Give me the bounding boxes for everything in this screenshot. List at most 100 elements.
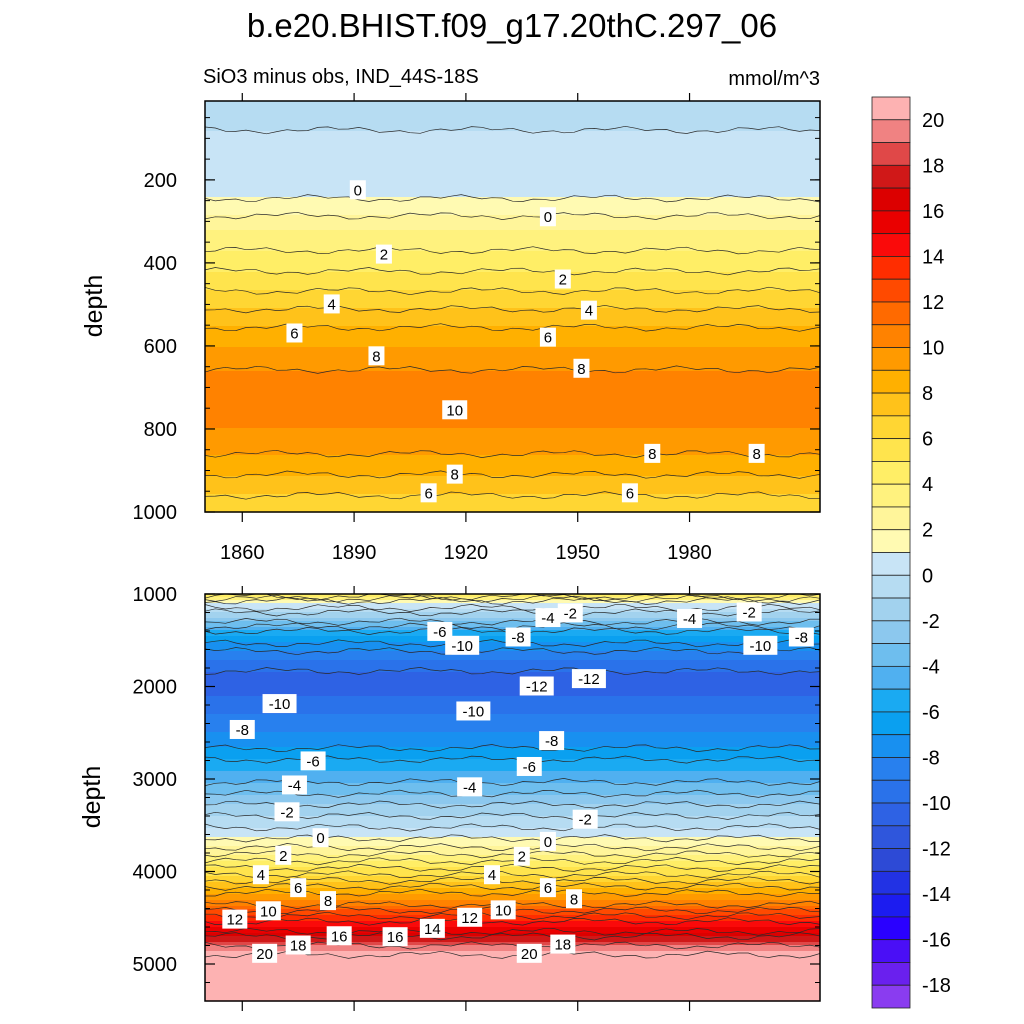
upper-band [205, 386, 820, 390]
lower-contour-label: -10 [445, 635, 480, 655]
upper-band [205, 410, 820, 414]
lower-contour-label: 2 [275, 845, 292, 865]
lower-band [205, 855, 820, 859]
upper-contour-label-text: 6 [424, 485, 432, 502]
upper-contour-label-text: 8 [577, 361, 585, 378]
upper-band [205, 113, 820, 117]
panel-subtitle: SiO3 minus obs, IND_44S-18S [203, 66, 479, 88]
upper-band [205, 479, 820, 483]
upper-y-tick-label: 1000 [133, 502, 178, 524]
lower-contour-label: 4 [252, 865, 269, 885]
upper-band [205, 440, 820, 444]
upper-contour-label-text: 2 [380, 247, 388, 264]
colorbar-box [871, 256, 911, 280]
upper-y-tick-label: 400 [144, 253, 177, 275]
lower-contour-label: -8 [539, 731, 565, 751]
upper-band [205, 236, 820, 240]
upper-band [205, 368, 820, 372]
lower-contour-label: 10 [255, 901, 281, 921]
upper-band [205, 356, 820, 360]
lower-band [205, 714, 820, 718]
colorbar-label: -12 [922, 839, 951, 861]
upper-band [205, 290, 820, 294]
lower-contour-label-text: 4 [257, 867, 265, 884]
lower-band [205, 948, 820, 952]
upper-contour-label-text: 8 [451, 467, 459, 484]
lower-contour-label-box [457, 777, 483, 797]
upper-contour-line [204, 304, 821, 314]
lower-band [205, 624, 820, 628]
upper-y-axis-label: depth [80, 275, 108, 338]
upper-band [205, 242, 820, 246]
lower-band [205, 780, 820, 784]
upper-band [205, 335, 820, 339]
lower-contour-line [204, 843, 821, 852]
colorbar-box [871, 916, 911, 941]
lower-band [205, 678, 820, 682]
lower-contour-label-text: 2 [279, 848, 287, 865]
lower-band [205, 645, 820, 649]
colorbar-label: 8 [922, 383, 933, 405]
upper-band [205, 182, 820, 186]
colorbar-box [871, 438, 911, 462]
lower-band [205, 966, 820, 970]
lower-contour-line [204, 950, 821, 959]
lower-band [205, 852, 820, 856]
lower-contour-label-box [326, 926, 352, 946]
upper-contour-label-text: 8 [648, 446, 656, 463]
lower-contour-line [204, 876, 821, 885]
lower-contour-label-box [505, 627, 531, 647]
lower-contour-label-text: 10 [495, 902, 512, 919]
upper-contour-label-text: 4 [328, 296, 336, 313]
upper-band [205, 212, 820, 216]
upper-contour-label-text: 4 [585, 303, 593, 320]
lower-band [205, 774, 820, 778]
lower-contour-label: 10 [490, 900, 516, 920]
upper-band [205, 272, 820, 276]
lower-contour-labels: -4 -2 -4 -2 -6 -10 -8 -10 -8 -12 -12 -10 -10 -8 -8 -6 -6… [222, 602, 814, 963]
lower-band [205, 933, 820, 937]
lower-contour-label: -2 [557, 603, 583, 623]
lower-contour-label-box [539, 878, 556, 898]
lower-contour-label-text: 2 [518, 849, 526, 866]
upper-band [205, 137, 820, 141]
upper-contour-label: 4 [580, 300, 597, 320]
lower-band [205, 603, 820, 607]
lower-band [205, 654, 820, 658]
upper-contour-label-text: 2 [559, 272, 567, 289]
upper-band [205, 350, 820, 354]
lower-contour-label: -8 [788, 627, 814, 647]
upper-band [205, 329, 820, 333]
lower-contour-label-text: -6 [306, 753, 319, 770]
colorbar-box [871, 870, 911, 895]
lower-band [205, 651, 820, 655]
lower-contour-label: 6 [539, 878, 556, 898]
lower-contour-line [204, 811, 821, 820]
upper-contour-label-text: 6 [544, 330, 552, 347]
lower-contour-label-text: 14 [424, 921, 441, 938]
lower-contour-label: -4 [535, 608, 561, 628]
upper-contour-label-text: 10 [446, 402, 463, 419]
lower-contour-label: 18 [550, 934, 576, 954]
upper-contour-label-text: 8 [372, 348, 380, 365]
lower-contour-label-text: 10 [260, 903, 277, 920]
upper-contour-line [204, 125, 821, 135]
lower-band [205, 975, 820, 979]
lower-contour-label-text: -8 [545, 733, 558, 750]
lower-contour-line [204, 608, 821, 617]
upper-band [205, 230, 820, 234]
lower-contour-label-box [519, 676, 554, 696]
upper-band [205, 254, 820, 258]
upper-band [205, 269, 820, 273]
colorbar-box [871, 483, 911, 508]
lower-contour-label-box [222, 909, 248, 929]
lower-contour-label: 0 [539, 831, 556, 851]
lower-band [205, 750, 820, 754]
colorbar-label: -20 [922, 1021, 951, 1024]
lower-contour-label-text: -8 [795, 629, 808, 646]
lower-band [205, 615, 820, 619]
colorbar-label: 0 [922, 565, 933, 587]
lower-contour-line [204, 593, 821, 601]
lower-contour-line [204, 882, 821, 891]
